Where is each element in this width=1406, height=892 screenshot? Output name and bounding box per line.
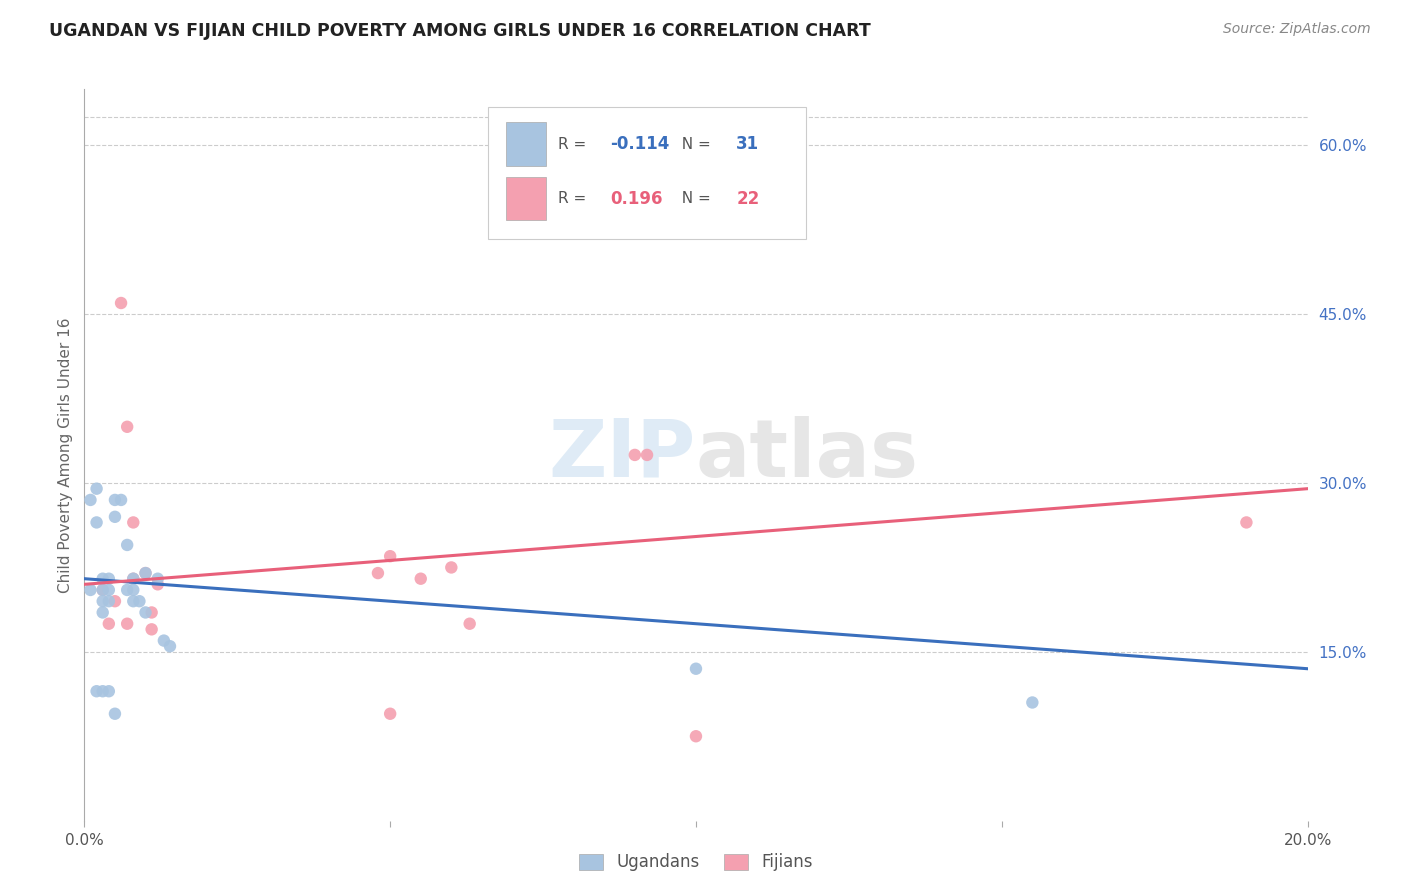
Point: [135, 606, 157, 620]
Point: [380, 706, 402, 721]
Text: atlas: atlas: [696, 416, 920, 494]
Point: [367, 566, 389, 580]
Point: [97, 582, 120, 597]
Point: [141, 623, 163, 637]
Point: [104, 492, 127, 507]
Text: R =: R =: [558, 136, 591, 152]
Point: [86, 684, 108, 698]
Point: [122, 572, 145, 586]
Point: [115, 616, 138, 631]
Point: [146, 572, 169, 586]
Point: [91, 594, 114, 608]
Point: [91, 572, 114, 586]
Point: [91, 582, 114, 597]
FancyBboxPatch shape: [506, 122, 546, 166]
Point: [624, 448, 647, 462]
Point: [1236, 516, 1258, 530]
Point: [636, 448, 658, 462]
Point: [110, 492, 132, 507]
Point: [97, 594, 120, 608]
FancyBboxPatch shape: [488, 108, 806, 239]
Point: [97, 684, 120, 698]
Point: [135, 566, 157, 580]
Text: R =: R =: [558, 192, 591, 206]
Text: ZIP: ZIP: [548, 416, 696, 494]
Point: [79, 492, 101, 507]
Text: UGANDAN VS FIJIAN CHILD POVERTY AMONG GIRLS UNDER 16 CORRELATION CHART: UGANDAN VS FIJIAN CHILD POVERTY AMONG GI…: [49, 22, 870, 40]
Point: [141, 606, 163, 620]
Text: -0.114: -0.114: [610, 135, 669, 153]
Legend: Ugandans, Fijians: Ugandans, Fijians: [572, 847, 820, 878]
FancyBboxPatch shape: [506, 178, 546, 220]
Point: [458, 616, 481, 631]
Point: [135, 566, 157, 580]
Point: [97, 616, 120, 631]
Point: [122, 516, 145, 530]
Point: [146, 577, 169, 591]
Point: [440, 560, 463, 574]
Point: [86, 482, 108, 496]
Point: [409, 572, 432, 586]
Point: [104, 509, 127, 524]
Point: [685, 662, 707, 676]
Text: N =: N =: [672, 192, 716, 206]
Point: [104, 706, 127, 721]
Point: [115, 419, 138, 434]
Point: [79, 582, 101, 597]
Point: [115, 538, 138, 552]
Y-axis label: Child Poverty Among Girls Under 16: Child Poverty Among Girls Under 16: [58, 318, 73, 592]
Point: [97, 572, 120, 586]
Point: [122, 594, 145, 608]
Point: [685, 729, 707, 743]
Point: [91, 606, 114, 620]
Text: 0.196: 0.196: [610, 190, 662, 208]
Text: N =: N =: [672, 136, 716, 152]
Text: 31: 31: [737, 135, 759, 153]
Point: [110, 296, 132, 310]
Text: Source: ZipAtlas.com: Source: ZipAtlas.com: [1223, 22, 1371, 37]
Point: [91, 582, 114, 597]
Point: [128, 594, 150, 608]
Point: [115, 582, 138, 597]
Point: [380, 549, 402, 564]
Point: [1021, 696, 1043, 710]
Point: [153, 633, 176, 648]
Point: [86, 516, 108, 530]
Point: [159, 639, 181, 653]
Point: [104, 594, 127, 608]
Point: [122, 572, 145, 586]
Point: [122, 582, 145, 597]
Text: 22: 22: [737, 190, 759, 208]
Point: [91, 684, 114, 698]
